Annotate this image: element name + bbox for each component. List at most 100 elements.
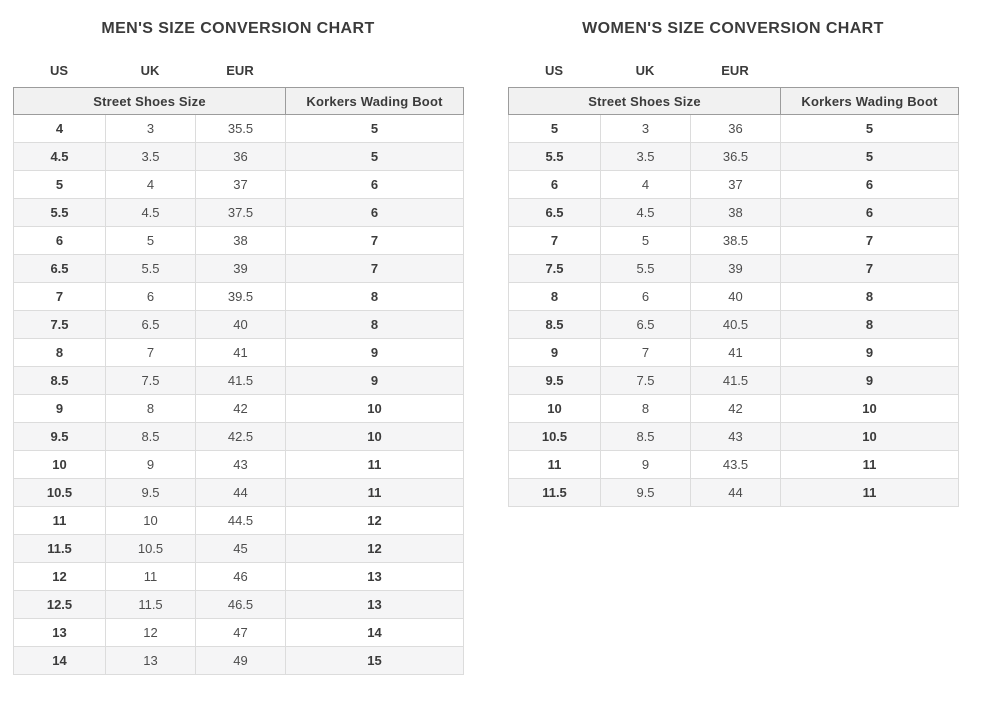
table-row: 6 4 37 6 (508, 170, 960, 199)
table-cell: 8 (13, 338, 106, 367)
table-cell: 6.5 (105, 310, 196, 339)
table-cell: 41.5 (689, 366, 782, 395)
table-cell: 5.5 (13, 198, 106, 227)
table-cell: 6 (508, 170, 601, 199)
table-cell: 11.5 (13, 534, 106, 563)
table-cell: 8 (508, 282, 601, 311)
table-cell: 7 (105, 338, 196, 367)
table-cell: 4.5 (600, 198, 691, 227)
table-cell: 42 (194, 394, 287, 423)
table-cell: 43.5 (689, 450, 782, 479)
table-row: 12.5 11.5 46.5 13 (13, 590, 465, 619)
table-cell: 9 (285, 366, 465, 395)
mens-col-label-us: US (49, 63, 69, 78)
mens-street-shoes-header: Street Shoes Size (12, 87, 287, 115)
table-cell: 9 (600, 450, 691, 479)
table-cell: 3 (600, 114, 691, 143)
table-cell: 38 (194, 226, 287, 255)
table-cell: 13 (285, 590, 465, 619)
table-row: 9.5 7.5 41.5 9 (508, 366, 960, 395)
table-cell: 12.5 (13, 590, 106, 619)
mens-col-label-uk: UK (140, 63, 160, 78)
table-cell: 40 (689, 282, 782, 311)
table-cell: 11.5 (105, 590, 196, 619)
mens-size-chart: MEN'S SIZE CONVERSION CHART US UK EUR St… (12, 20, 465, 675)
table-cell: 12 (105, 618, 196, 647)
table-cell: 6.5 (600, 310, 691, 339)
table-cell: 10 (285, 422, 465, 451)
table-cell: 37 (689, 170, 782, 199)
table-cell: 7 (780, 254, 960, 283)
table-cell: 39 (194, 254, 287, 283)
table-cell: 5 (13, 170, 106, 199)
womens-street-shoes-header: Street Shoes Size (507, 87, 782, 115)
table-cell: 9 (13, 394, 106, 423)
table-cell: 5 (285, 114, 465, 143)
table-cell: 9.5 (13, 422, 106, 451)
table-cell: 11 (13, 506, 106, 535)
table-cell: 43 (689, 422, 782, 451)
table-cell: 7 (508, 226, 601, 255)
table-cell: 9 (105, 450, 196, 479)
table-cell: 10.5 (105, 534, 196, 563)
table-cell: 12 (13, 562, 106, 591)
table-cell: 36 (194, 142, 287, 171)
table-row: 6.5 4.5 38 6 (508, 198, 960, 227)
table-cell: 5.5 (600, 254, 691, 283)
table-cell: 9 (780, 366, 960, 395)
table-cell: 7.5 (105, 366, 196, 395)
table-cell: 13 (13, 618, 106, 647)
table-row: 7.5 5.5 39 7 (508, 254, 960, 283)
table-cell: 11.5 (508, 478, 601, 507)
table-cell: 42 (689, 394, 782, 423)
table-cell: 11 (105, 562, 196, 591)
table-cell: 6.5 (13, 254, 106, 283)
table-cell: 6 (600, 282, 691, 311)
mens-col-label-eur: EUR (226, 63, 254, 78)
womens-size-chart: WOMEN'S SIZE CONVERSION CHART US UK EUR … (507, 20, 960, 507)
table-row: 10 9 43 11 (13, 450, 465, 479)
table-row: 4.5 3.5 36 5 (13, 142, 465, 171)
table-cell: 38 (689, 198, 782, 227)
table-cell: 40.5 (689, 310, 782, 339)
table-cell: 10.5 (508, 422, 601, 451)
table-cell: 10 (285, 394, 465, 423)
womens-table-body: 5 3 36 5 5.5 3.5 36.5 5 6 4 37 6 6.5 4.5 38 6 7 5 38.5 7 7.5… (508, 114, 960, 507)
table-row: 11.5 9.5 44 11 (508, 478, 960, 507)
table-cell: 44 (194, 478, 287, 507)
table-cell: 5 (105, 226, 196, 255)
table-cell: 9 (780, 338, 960, 367)
table-cell: 9.5 (105, 478, 196, 507)
table-cell: 4 (13, 114, 106, 143)
table-cell: 44.5 (194, 506, 287, 535)
table-cell: 15 (285, 646, 465, 675)
table-cell: 41 (194, 338, 287, 367)
table-row: 8 6 40 8 (508, 282, 960, 311)
womens-col-label-uk: UK (635, 63, 655, 78)
table-cell: 9.5 (508, 366, 601, 395)
table-cell: 8.5 (508, 310, 601, 339)
table-cell: 3.5 (105, 142, 196, 171)
table-cell: 7.5 (13, 310, 106, 339)
table-cell: 5 (600, 226, 691, 255)
table-cell: 38.5 (689, 226, 782, 255)
table-cell: 42.5 (194, 422, 287, 451)
womens-col-label-us: US (544, 63, 564, 78)
table-row: 6.5 5.5 39 7 (13, 254, 465, 283)
table-row: 6 5 38 7 (13, 226, 465, 255)
table-cell: 39.5 (194, 282, 287, 311)
womens-wading-boot-header: Korkers Wading Boot (780, 87, 960, 115)
table-cell: 6 (780, 198, 960, 227)
table-row: 8.5 6.5 40.5 8 (508, 310, 960, 339)
table-cell: 6 (13, 226, 106, 255)
table-cell: 9 (508, 338, 601, 367)
table-row: 10.5 9.5 44 11 (13, 478, 465, 507)
table-row: 14 13 49 15 (13, 646, 465, 675)
table-cell: 8.5 (105, 422, 196, 451)
table-cell: 6.5 (508, 198, 601, 227)
table-cell: 10.5 (13, 478, 106, 507)
table-cell: 37.5 (194, 198, 287, 227)
table-cell: 10 (780, 422, 960, 451)
mens-table-body: 4 3 35.5 5 4.5 3.5 36 5 5 4 37 6 5.5 4.5 37.5 6 6 5 38 7 6.5… (13, 114, 465, 675)
